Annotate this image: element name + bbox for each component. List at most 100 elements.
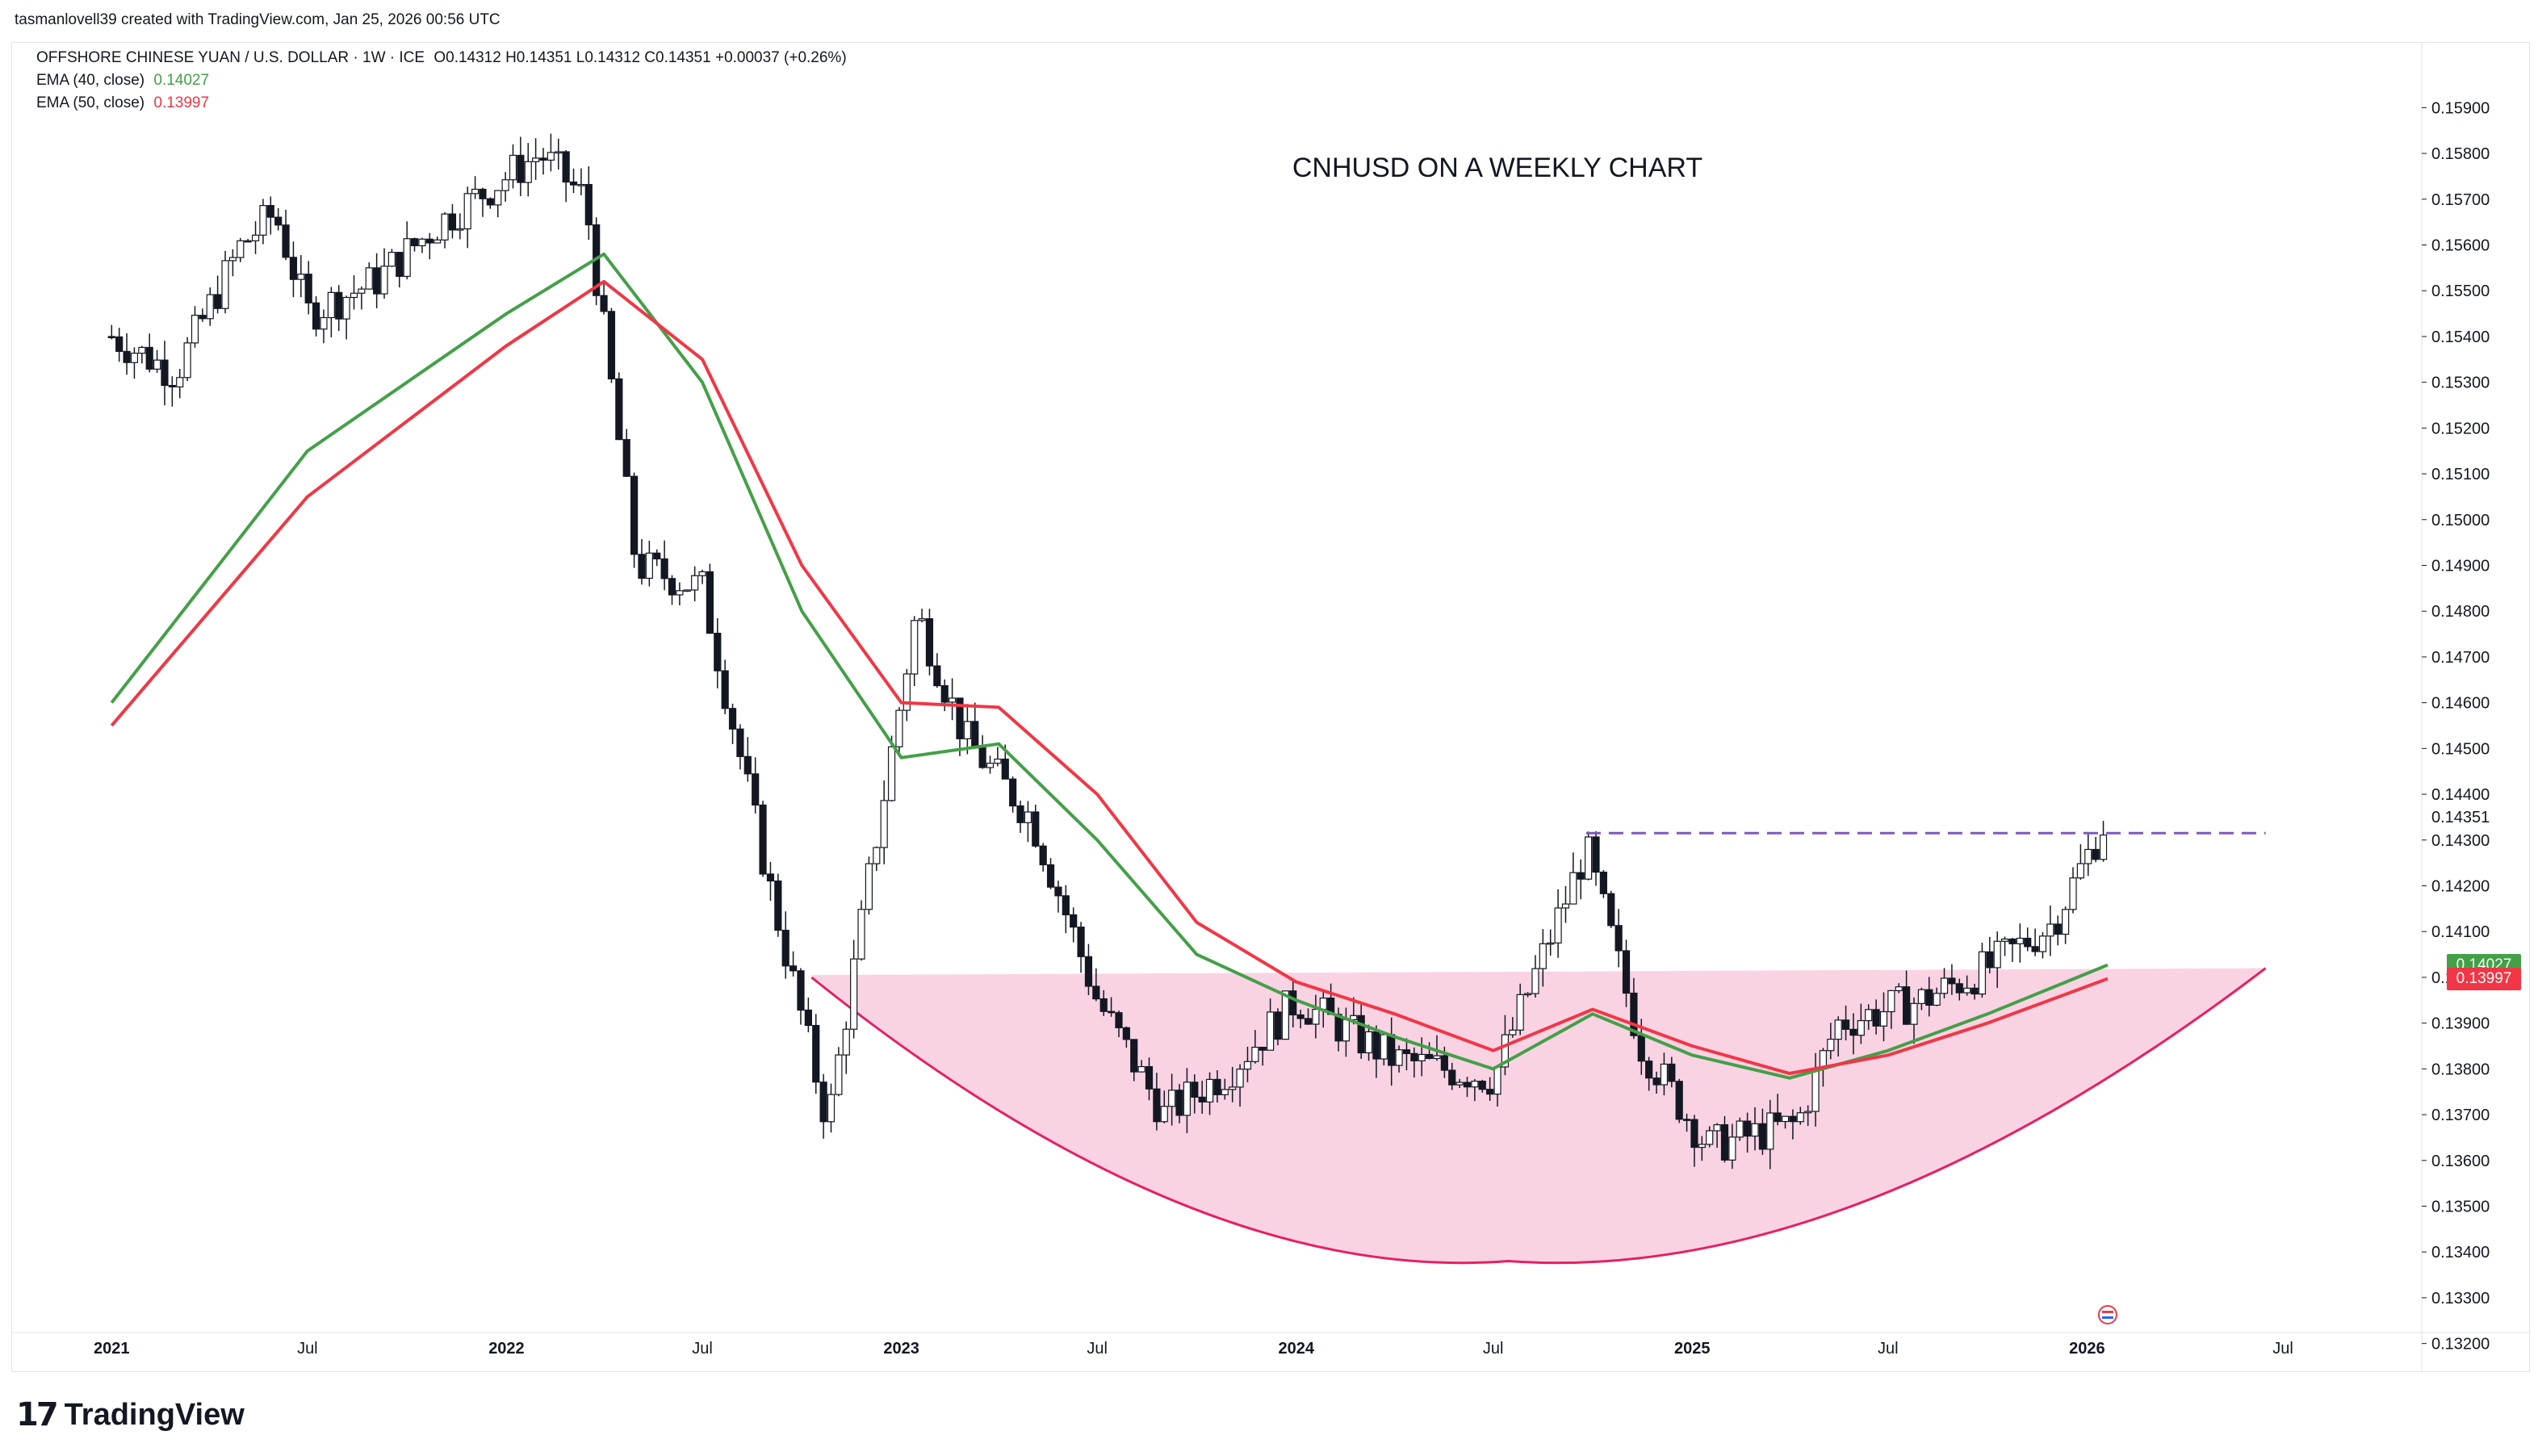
candle-down: [312, 302, 320, 330]
candle-down: [615, 378, 623, 441]
candle-up: [1501, 1034, 1510, 1068]
candle-down: [600, 295, 608, 312]
candle-up: [1804, 1111, 1812, 1114]
candle-down: [812, 1024, 820, 1083]
y-tick-label: 0.14100: [2431, 923, 2490, 941]
candle-down: [940, 684, 949, 703]
us-flag-stripe: [2101, 1316, 2113, 1319]
candle-down: [1175, 1090, 1183, 1116]
ema40-label: EMA (40, close): [36, 72, 145, 89]
candle-up: [1963, 987, 1971, 994]
candle-up: [1706, 1130, 1714, 1145]
candle-down: [244, 240, 252, 243]
candle-down: [1903, 986, 1911, 1025]
candle-up: [1523, 993, 1532, 996]
candle-up: [963, 721, 971, 739]
candle-down: [1039, 845, 1047, 866]
candle-up: [1879, 1010, 1888, 1027]
x-tick-label: Jul: [1087, 1340, 1108, 1358]
tradingview-logo[interactable]: 17 TradingView: [16, 1396, 245, 1433]
candle-down: [335, 291, 343, 320]
x-tick-label: 2022: [488, 1340, 525, 1358]
candle-up: [1418, 1053, 1426, 1061]
candle-up: [911, 620, 919, 675]
y-tick-label: 0.13200: [2431, 1336, 2490, 1353]
ema50-price-badge: 0.13997: [2447, 967, 2521, 990]
candle-down: [956, 697, 964, 739]
candle-up: [1834, 1019, 1842, 1040]
candle-down: [1122, 1027, 1130, 1040]
candle-down: [1410, 1052, 1418, 1061]
candle-up: [887, 746, 896, 801]
candle-up: [895, 709, 903, 747]
candle-down: [1986, 951, 1994, 969]
candle-up: [1585, 836, 1593, 880]
candle-down: [486, 198, 494, 206]
candle-down: [752, 773, 760, 806]
candle-up: [1243, 1061, 1252, 1070]
candle-down: [107, 336, 115, 339]
candle-up: [1395, 1049, 1403, 1066]
legend-ema50[interactable]: EMA (50, close) 0.13997: [36, 94, 214, 112]
candle-up: [524, 161, 532, 183]
candle-down: [1009, 778, 1017, 807]
candle-up: [509, 154, 517, 181]
candle-down: [1675, 1081, 1683, 1120]
candle-up: [2038, 935, 2047, 952]
y-tick-label: 0.15600: [2431, 237, 2490, 255]
candle-down: [1440, 1055, 1448, 1071]
candle-up: [532, 157, 540, 162]
candle-down: [1016, 805, 1024, 823]
candle-down: [736, 728, 744, 757]
candle-up: [850, 958, 858, 1030]
candle-up: [1895, 986, 1903, 992]
candle-down: [1948, 977, 1956, 985]
y-tick-label: 0.15000: [2431, 512, 2490, 529]
x-tick-label: Jul: [1483, 1340, 1504, 1358]
legend-symbol: OFFSHORE CHINESE YUAN / U.S. DOLLAR · 1W…: [36, 49, 852, 67]
candle-up: [1561, 903, 1570, 909]
chart-area[interactable]: 0.15900 0.15800 0.15700 0.15600 0.15500 0.154…: [11, 42, 2531, 1373]
y-tick-label: 0.15700: [2431, 191, 2490, 209]
candle-up: [1251, 1046, 1259, 1062]
candle-up: [1267, 1011, 1275, 1051]
candle-up: [1342, 1019, 1351, 1042]
candle-down: [539, 157, 547, 161]
candle-up: [1509, 1029, 1517, 1036]
candle-down: [1054, 886, 1062, 897]
candle-up: [237, 240, 245, 258]
y-tick-label: 0.14300: [2431, 832, 2490, 850]
price-chart[interactable]: 0.15900 0.15800 0.15700 0.15600 0.15500 0.154…: [12, 43, 2531, 1373]
candle-down: [804, 1009, 812, 1027]
candle-down: [1774, 1112, 1782, 1123]
candle-up: [494, 190, 502, 206]
candle-down: [1607, 893, 1615, 927]
candle-up: [365, 267, 373, 290]
candle-down: [396, 252, 404, 278]
candle-up: [1865, 1009, 1873, 1022]
y-tick-label: 0.13700: [2431, 1107, 2490, 1124]
candle-down: [1577, 872, 1585, 880]
candle-up: [1728, 1136, 1736, 1161]
us-flag-icon[interactable]: [2097, 1305, 2117, 1324]
candle-down: [1448, 1069, 1456, 1086]
x-tick-label: Jul: [692, 1340, 713, 1358]
candle-up: [380, 266, 388, 295]
candle-down: [2008, 938, 2017, 944]
candle-down: [304, 274, 312, 303]
candle-up: [691, 575, 699, 591]
candle-down: [1372, 1031, 1380, 1060]
candle-down: [2092, 848, 2100, 860]
candle-up: [1796, 1112, 1804, 1123]
candle-up: [842, 1028, 850, 1056]
candle-up: [857, 909, 865, 960]
candle-down: [1744, 1120, 1752, 1137]
candle-up: [1380, 1034, 1388, 1060]
x-tick-label: 2021: [94, 1340, 130, 1358]
rounding-bottom-curve: [810, 967, 2267, 1265]
legend-ema40[interactable]: EMA (40, close) 0.14027: [36, 72, 214, 90]
candle-down: [1463, 1082, 1472, 1088]
candle-down: [1145, 1065, 1154, 1090]
candle-up: [387, 252, 396, 267]
candle-up: [350, 292, 358, 299]
